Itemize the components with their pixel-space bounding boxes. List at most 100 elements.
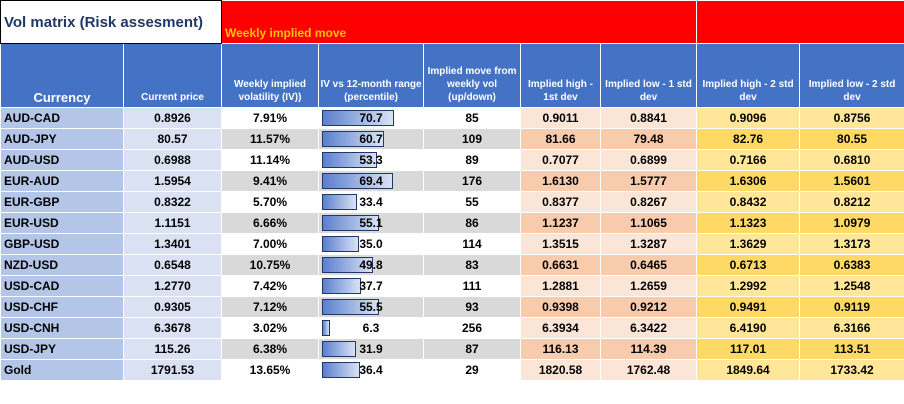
cell-implied-low-1std: 1762.48 — [600, 359, 698, 381]
cell-iv-percentile: 37.7 — [318, 275, 425, 297]
banner-extension — [696, 0, 904, 44]
cell-iv-percentile: 49.8 — [318, 254, 425, 276]
cell-implied-high-2std: 0.9491 — [696, 296, 801, 318]
cell-iv-percentile: 55.1 — [318, 212, 425, 234]
table-row: USD-CAD 1.2770 7.42% 37.7 111 1.2881 1.2659 1.2… — [0, 275, 904, 297]
cell-weekly-iv: 3.02% — [221, 317, 320, 339]
header-implied-high-2std: Implied high - 2 std dev — [696, 43, 801, 108]
cell-implied-low-1std: 0.6899 — [600, 149, 698, 171]
table-row: EUR-GBP 0.8322 5.70% 33.4 55 0.8377 0.8267 0.84… — [0, 191, 904, 213]
percentile-value: 33.4 — [359, 195, 383, 209]
percentile-databar — [322, 110, 394, 126]
percentile-databar — [322, 194, 358, 210]
cell-weekly-iv: 9.41% — [221, 170, 320, 192]
cell-implied-move: 85 — [423, 107, 522, 129]
cell-implied-high-2std: 117.01 — [696, 338, 801, 360]
percentile-value: 31.9 — [359, 342, 383, 356]
cell-currency: EUR-USD — [0, 212, 124, 234]
cell-current-price: 1791.53 — [122, 359, 223, 381]
cell-current-price: 0.6548 — [122, 254, 223, 276]
cell-implied-low-2std: 0.9119 — [799, 296, 904, 318]
cell-implied-high-2std: 1.2992 — [696, 275, 801, 297]
cell-weekly-iv: 7.00% — [221, 233, 320, 255]
cell-implied-high-1std: 0.9398 — [520, 296, 602, 318]
cell-iv-percentile: 31.9 — [318, 338, 425, 360]
percentile-value: 69.4 — [359, 174, 383, 188]
cell-implied-low-2std: 0.6383 — [799, 254, 904, 276]
cell-currency: EUR-GBP — [0, 191, 124, 213]
cell-implied-high-2std: 1849.64 — [696, 359, 801, 381]
cell-implied-move: 86 — [423, 212, 522, 234]
cell-weekly-iv: 6.66% — [221, 212, 320, 234]
cell-implied-high-1std: 116.13 — [520, 338, 602, 360]
header-current-price: Current price — [122, 43, 223, 108]
cell-implied-high-2std: 1.3629 — [696, 233, 801, 255]
percentile-value: 35.0 — [359, 237, 383, 251]
cell-implied-low-1std: 0.8841 — [600, 107, 698, 129]
cell-implied-move: 109 — [423, 128, 522, 150]
cell-currency: EUR-AUD — [0, 170, 124, 192]
cell-implied-high-1std: 1.2881 — [520, 275, 602, 297]
cell-currency: AUD-JPY — [0, 128, 124, 150]
percentile-value: 55.5 — [359, 300, 383, 314]
cell-implied-low-2std: 0.8756 — [799, 107, 904, 129]
cell-weekly-iv: 7.91% — [221, 107, 320, 129]
cell-weekly-iv: 11.57% — [221, 128, 320, 150]
cell-implied-high-2std: 1.1323 — [696, 212, 801, 234]
cell-implied-low-2std: 1.2548 — [799, 275, 904, 297]
cell-current-price: 0.9305 — [122, 296, 223, 318]
cell-implied-high-2std: 0.6713 — [696, 254, 801, 276]
cell-implied-low-1std: 1.2659 — [600, 275, 698, 297]
cell-implied-low-1std: 0.8267 — [600, 191, 698, 213]
cell-implied-high-1std: 1820.58 — [520, 359, 602, 381]
cell-iv-percentile: 70.7 — [318, 107, 425, 129]
cell-iv-percentile: 33.4 — [318, 191, 425, 213]
cell-implied-high-1std: 1.1237 — [520, 212, 602, 234]
percentile-value: 36.4 — [359, 363, 383, 377]
header-implied-high-1std: Implied high - 1st dev — [520, 43, 602, 108]
cell-weekly-iv: 7.12% — [221, 296, 320, 318]
percentile-value: 53.3 — [359, 153, 383, 167]
percentile-databar — [322, 257, 374, 273]
header-implied-low-2std: Implied low - 2 std dev — [799, 43, 904, 108]
table-row: AUD-CAD 0.8926 7.91% 70.7 85 0.9011 0.8841 0.90… — [0, 107, 904, 129]
cell-implied-move: 256 — [423, 317, 522, 339]
cell-currency: AUD-USD — [0, 149, 124, 171]
percentile-databar — [322, 278, 362, 294]
cell-implied-high-1std: 0.6631 — [520, 254, 602, 276]
percentile-databar — [322, 341, 356, 357]
cell-current-price: 6.3678 — [122, 317, 223, 339]
cell-implied-move: 83 — [423, 254, 522, 276]
cell-current-price: 1.3401 — [122, 233, 223, 255]
table-row: EUR-USD 1.1151 6.66% 55.1 86 1.1237 1.1065 1.13… — [0, 212, 904, 234]
cell-currency: Gold — [0, 359, 124, 381]
cell-current-price: 0.8322 — [122, 191, 223, 213]
cell-implied-low-2std: 1.5601 — [799, 170, 904, 192]
table-row: USD-CHF 0.9305 7.12% 55.5 93 0.9398 0.9212 0.94… — [0, 296, 904, 318]
cell-implied-high-1std: 0.9011 — [520, 107, 602, 129]
percentile-value: 6.3 — [362, 321, 380, 335]
cell-weekly-iv: 10.75% — [221, 254, 320, 276]
cell-implied-high-2std: 82.76 — [696, 128, 801, 150]
cell-implied-high-1std: 0.7077 — [520, 149, 602, 171]
vol-matrix-table: Vol matrix (Risk assesment) Weekly impli… — [0, 0, 904, 381]
cell-current-price: 0.6988 — [122, 149, 223, 171]
percentile-databar — [322, 215, 379, 231]
cell-iv-percentile: 35.0 — [318, 233, 425, 255]
table-row: USD-CNH 6.3678 3.02% 6.3 256 6.3934 6.3422 6.41… — [0, 317, 904, 339]
percentile-databar — [322, 362, 361, 378]
cell-iv-percentile: 53.3 — [318, 149, 425, 171]
cell-implied-high-2std: 1.6306 — [696, 170, 801, 192]
cell-implied-move: 93 — [423, 296, 522, 318]
header-implied-move: Implied move from weekly vol (up/down) — [423, 43, 522, 108]
table-row: EUR-AUD 1.5954 9.41% 69.4 176 1.6130 1.5777 1.6… — [0, 170, 904, 192]
table-row: GBP-USD 1.3401 7.00% 35.0 114 1.3515 1.3287 1.3… — [0, 233, 904, 255]
cell-iv-percentile: 6.3 — [318, 317, 425, 339]
cell-implied-low-1std: 0.6465 — [600, 254, 698, 276]
cell-currency: USD-CAD — [0, 275, 124, 297]
cell-current-price: 0.8926 — [122, 107, 223, 129]
cell-implied-low-2std: 6.3166 — [799, 317, 904, 339]
table-row: Gold 1791.53 13.65% 36.4 29 1820.58 1762.48 184… — [0, 359, 904, 381]
cell-weekly-iv: 6.38% — [221, 338, 320, 360]
